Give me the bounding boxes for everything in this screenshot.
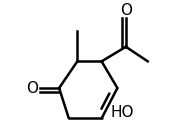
Text: O: O bbox=[26, 81, 38, 95]
Text: O: O bbox=[120, 3, 132, 18]
Text: HO: HO bbox=[110, 105, 134, 120]
